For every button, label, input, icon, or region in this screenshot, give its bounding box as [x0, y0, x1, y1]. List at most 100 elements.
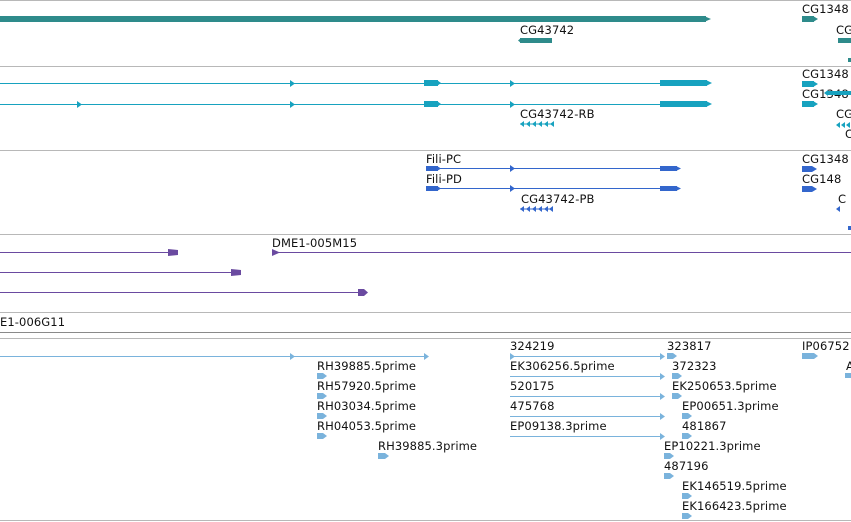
transcript-label-c: C	[845, 127, 851, 141]
protein-exon[interactable]	[426, 166, 438, 171]
exon-block[interactable]	[424, 101, 438, 107]
est-feature[interactable]	[802, 353, 818, 359]
transcript-label-cg43742-rb: CG43742-RB	[520, 107, 595, 121]
est-line[interactable]	[510, 396, 664, 397]
clone-end-arrow	[231, 269, 241, 276]
protein-edge-feature[interactable]	[848, 226, 851, 230]
est-end-arrow	[660, 393, 665, 400]
gene-label-cg43742: CG43742	[520, 23, 575, 37]
clone-line[interactable]	[0, 252, 170, 253]
gene-feature-fili[interactable]	[0, 16, 706, 22]
protein-c-exon[interactable]	[836, 206, 844, 212]
gene-feature-cg43742[interactable]	[520, 38, 552, 43]
est-label: 487196	[664, 459, 709, 473]
exon-arrow	[813, 101, 818, 107]
est-line[interactable]	[0, 356, 428, 357]
protein-label-fili-pd: Fili-PD	[426, 172, 463, 186]
strand-arrow-icon	[290, 353, 295, 360]
gene-feature-fili-arrow	[704, 16, 711, 22]
protein-cg148-exon[interactable]	[802, 186, 818, 192]
est-label: EK250653.5prime	[672, 379, 777, 393]
protein-track: Fili-PC Fili-PD CG43742-PB CG1348 CG148	[0, 151, 851, 233]
est-feature[interactable]	[378, 453, 389, 459]
est-label: EP09138.3prime	[510, 419, 607, 433]
est-line[interactable]	[510, 376, 664, 377]
est-feature[interactable]	[845, 373, 851, 378]
est-feature[interactable]	[682, 413, 692, 419]
clone-line[interactable]	[0, 272, 233, 273]
gene-feature-cg-edge-2[interactable]	[848, 58, 851, 62]
est-feature[interactable]	[672, 393, 682, 399]
exon-block[interactable]	[802, 101, 814, 107]
est-label: RH39885.3prime	[378, 439, 478, 453]
track-separator	[0, 234, 851, 235]
transcript-line	[0, 83, 705, 84]
est-feature[interactable]	[664, 473, 674, 479]
clone-end-arrow	[358, 289, 368, 296]
gene-feature-cg-edge[interactable]	[838, 38, 851, 43]
est-line[interactable]	[510, 356, 664, 357]
est-label: RH04053.5prime	[317, 419, 417, 433]
est-feature[interactable]	[682, 493, 692, 499]
est-feature[interactable]	[667, 353, 677, 359]
est-feature[interactable]	[682, 433, 692, 439]
clone-ends-track: E1-006G11	[0, 313, 851, 333]
gene-feature-cg43742-arrow	[518, 38, 521, 43]
est-feature[interactable]	[317, 393, 327, 399]
est-feature[interactable]	[664, 453, 674, 459]
strand-arrow-icon	[510, 101, 515, 108]
protein-exon[interactable]	[426, 186, 438, 191]
protein-label-fili-pc: Fili-PC	[426, 152, 462, 166]
protein-label-c: C	[838, 192, 847, 206]
track-separator	[0, 312, 851, 313]
exon-block[interactable]	[660, 101, 707, 107]
transcript-line	[0, 104, 705, 105]
est-end-arrow	[424, 353, 429, 360]
track-separator	[0, 332, 851, 333]
est-label: 324219	[510, 339, 555, 353]
est-feature[interactable]	[317, 433, 327, 439]
exon-arrow	[437, 80, 441, 86]
est-label: A	[846, 359, 851, 373]
track-separator	[0, 66, 851, 67]
est-label: 323817	[667, 339, 712, 353]
est-feature[interactable]	[317, 413, 327, 419]
protein-cg1348-exon[interactable]	[802, 166, 818, 172]
gene-label-cg1348: CG1348	[802, 2, 849, 16]
clone-line[interactable]	[278, 252, 851, 253]
gene-feature-cg1348[interactable]	[802, 16, 814, 22]
est-end-arrow	[660, 413, 665, 420]
strand-arrow-icon	[77, 101, 82, 108]
protein-exon[interactable]	[660, 186, 677, 191]
transcript-cg43742-rb-exons[interactable]	[520, 121, 554, 127]
est-label: IP06752	[802, 339, 850, 353]
est-label: 372323	[672, 359, 717, 373]
exon-block[interactable]	[802, 81, 814, 87]
est-feature[interactable]	[317, 373, 327, 379]
est-feature[interactable]	[672, 373, 682, 379]
est-label: 475768	[510, 399, 555, 413]
clone-label-e1-006g11: E1-006G11	[0, 315, 66, 329]
est-label: 481867	[682, 419, 727, 433]
strand-arrow-icon	[290, 80, 295, 87]
est-line[interactable]	[510, 436, 664, 437]
protein-exon-arrow	[676, 166, 681, 171]
transcript-cg-edge-exons[interactable]	[836, 122, 851, 128]
est-line[interactable]	[510, 416, 664, 417]
protein-exon-arrow	[676, 186, 681, 191]
protein-label-cg148: CG148	[802, 172, 842, 186]
transcript-label-cg1348-a: CG1348	[802, 67, 849, 81]
protein-exon[interactable]	[660, 166, 677, 171]
gene-feature-cg1348-arrow	[813, 16, 818, 22]
est-feature[interactable]	[682, 513, 692, 519]
transcript-short-exons[interactable]	[824, 90, 851, 96]
protein-cg43742-pb-exons[interactable]	[520, 206, 553, 212]
mrna-track: CG43742-RB CG1348 CG1348 CG C	[0, 67, 851, 149]
clone-line[interactable]	[0, 292, 360, 293]
exon-block[interactable]	[660, 80, 707, 86]
exon-arrow	[706, 101, 712, 107]
exon-block[interactable]	[424, 80, 438, 86]
transcript-label-cg: CG	[836, 107, 851, 121]
track-separator	[0, 520, 851, 521]
